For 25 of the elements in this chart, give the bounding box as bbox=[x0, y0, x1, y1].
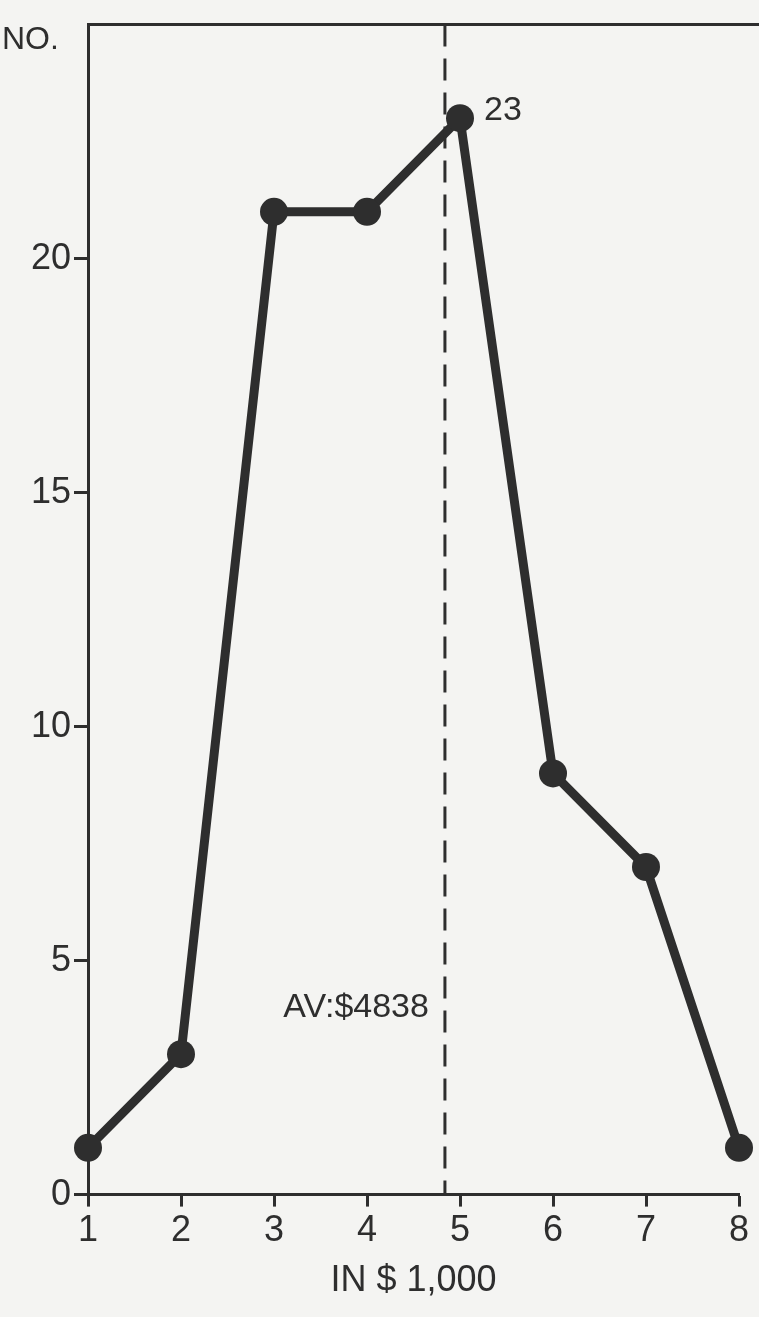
y-tick-label: 5 bbox=[50, 937, 71, 979]
y-axis-title: NO. bbox=[2, 19, 59, 56]
x-tick-label: 1 bbox=[77, 1208, 99, 1250]
x-tick-label: 5 bbox=[449, 1208, 471, 1250]
x-tick-label: 7 bbox=[635, 1208, 657, 1250]
point bbox=[446, 104, 474, 133]
point bbox=[260, 197, 288, 226]
x-tick-label: 4 bbox=[356, 1208, 378, 1250]
point bbox=[74, 1133, 102, 1162]
y-tick-label: 20 bbox=[30, 235, 71, 277]
x-axis-title: IN $ 1,000 bbox=[330, 1258, 497, 1300]
x-tick-label: 3 bbox=[263, 1208, 285, 1250]
x-tick-label: 2 bbox=[170, 1208, 192, 1250]
y-tick-label: 0 bbox=[50, 1171, 71, 1213]
point bbox=[539, 759, 567, 788]
x-tick-label: 6 bbox=[542, 1208, 564, 1250]
point bbox=[632, 853, 660, 881]
ref-line-label: AV:$4838 bbox=[283, 985, 429, 1024]
y-tick-label: 15 bbox=[30, 469, 71, 511]
point bbox=[167, 1040, 195, 1069]
point bbox=[353, 197, 381, 226]
point bbox=[725, 1133, 753, 1162]
x-tick-label: 8 bbox=[728, 1208, 750, 1250]
y-tick-label: 10 bbox=[30, 703, 71, 745]
data-label: 23 bbox=[484, 88, 522, 127]
